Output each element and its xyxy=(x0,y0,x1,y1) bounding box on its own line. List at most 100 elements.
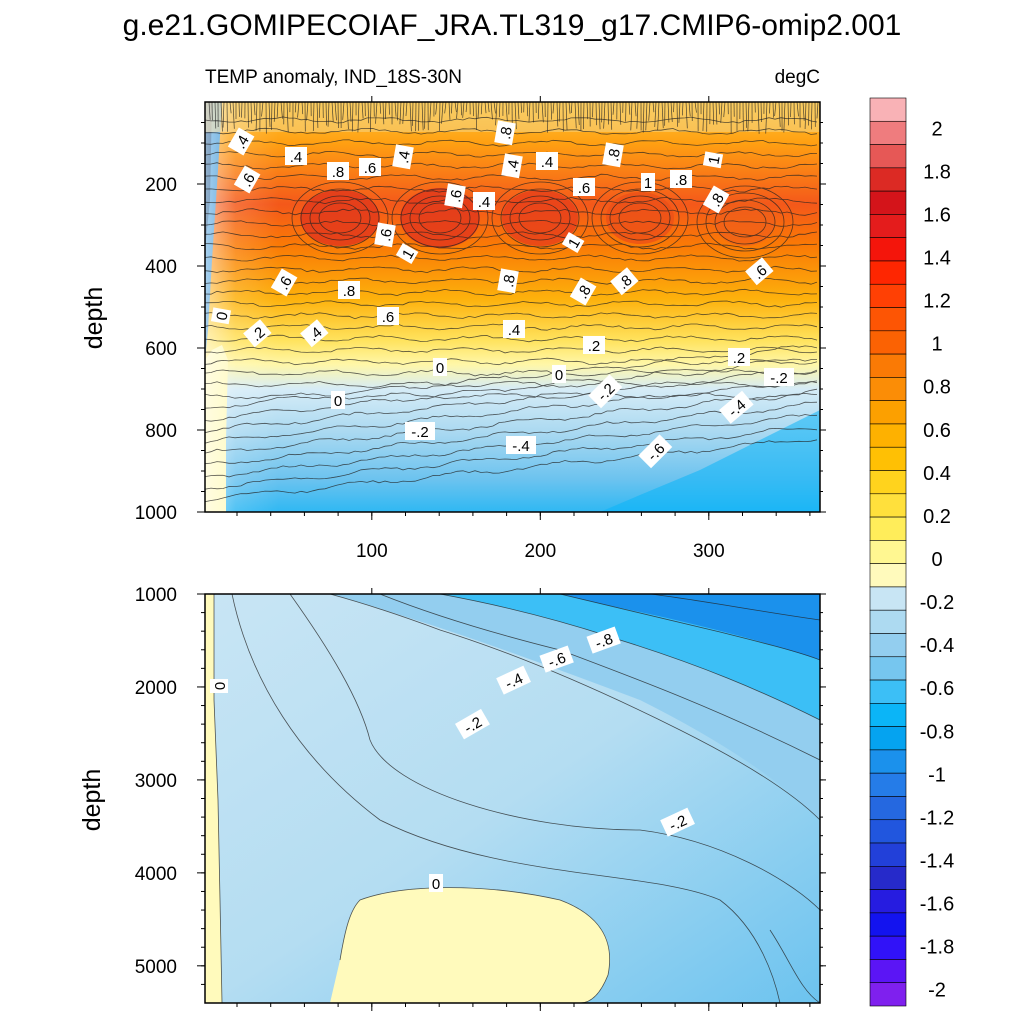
colorbar-boxes xyxy=(869,97,907,1007)
noise-line xyxy=(595,102,597,126)
noise-line xyxy=(334,102,337,121)
colorbar-labels: 2 1.8 1.6 1.4 1.2 1 0.8 0.6 0.4 0.2 0 -0.2 -0.4 -0.6 -… xyxy=(920,118,954,1001)
noise-line xyxy=(565,102,568,131)
contour-label: -.4 xyxy=(496,665,531,695)
noise-line xyxy=(253,102,256,116)
contour-label-text: .4 xyxy=(290,149,303,166)
contour-label: .4 xyxy=(501,153,523,179)
colorbar-box xyxy=(869,260,907,285)
contour-label-text: .6 xyxy=(364,160,377,177)
contour-label: .6 xyxy=(359,158,381,177)
contour-label: -.6 xyxy=(539,645,574,673)
contour-label: .8 xyxy=(327,162,349,181)
noise-line xyxy=(688,102,691,117)
colorbar-label: 1.4 xyxy=(923,247,951,269)
noise-line xyxy=(577,102,580,126)
core-isoline xyxy=(509,195,571,241)
noise-line xyxy=(270,102,273,130)
contour-label-text: .8 xyxy=(497,125,516,140)
contour-label: -.8 xyxy=(586,626,621,654)
noise-line xyxy=(628,102,631,115)
noise-line xyxy=(723,102,726,118)
y-tick-label: 5000 xyxy=(135,957,177,978)
colorbar-box xyxy=(869,470,907,495)
noise-line xyxy=(816,102,819,119)
noise-line xyxy=(652,102,655,113)
isoline xyxy=(205,392,818,400)
noise-line xyxy=(517,102,520,120)
contour-label: .8 xyxy=(702,185,730,214)
colorbar-label: -1.6 xyxy=(920,894,954,916)
colorbar-label: -1.4 xyxy=(920,851,954,873)
colorbar-box xyxy=(869,353,907,378)
noise-line xyxy=(550,102,552,120)
colorbar-box xyxy=(869,726,907,751)
contour-label: -.4 xyxy=(506,436,536,455)
core-isoline xyxy=(291,181,389,255)
core-isoline xyxy=(409,195,471,241)
colorbar-label: 1 xyxy=(931,334,942,356)
isoline xyxy=(205,254,818,262)
contour-label-text: .2 xyxy=(588,338,601,355)
contour-label-text: .8 xyxy=(675,172,688,189)
noise-line xyxy=(388,102,390,115)
noise-line xyxy=(634,102,637,117)
noise-line xyxy=(514,102,517,130)
contour-label-text: -.4 xyxy=(512,438,530,455)
contour-label-text: -.2 xyxy=(667,812,690,835)
isoline xyxy=(205,242,818,251)
surface-noise-lines xyxy=(208,102,819,134)
noise-line xyxy=(528,102,531,123)
isoline xyxy=(205,380,818,388)
noise-line xyxy=(745,102,748,128)
noise-line xyxy=(765,102,768,134)
isoline xyxy=(205,288,818,297)
contour-label: .4 xyxy=(392,144,414,170)
isoline xyxy=(649,594,820,621)
contour-label: .8 xyxy=(569,277,597,306)
contour-label-text: .6 xyxy=(382,309,395,326)
colorbar-box xyxy=(869,586,907,611)
lower-left-zero-band xyxy=(205,594,222,1003)
colorbar-label: -0.4 xyxy=(920,635,954,657)
contour-label: .4 xyxy=(473,192,495,211)
contour-label: 1 xyxy=(561,231,585,254)
contour-label: .2 xyxy=(583,336,605,355)
colorbar-box xyxy=(869,493,907,518)
noise-line xyxy=(222,102,225,128)
contour-label-text: 0 xyxy=(334,393,342,410)
colorbar-box xyxy=(869,540,907,564)
noise-line xyxy=(220,102,223,132)
noise-line xyxy=(630,102,633,131)
noise-line xyxy=(747,102,750,132)
noise-line xyxy=(316,102,319,128)
isoline xyxy=(213,594,223,1003)
noise-line xyxy=(586,102,589,120)
units-label: degC xyxy=(775,67,820,88)
colorbar-label: 0 xyxy=(931,549,942,571)
isoline xyxy=(205,358,818,422)
contour-label-text: -.6 xyxy=(546,649,568,671)
noise-line xyxy=(451,102,453,114)
isoline xyxy=(205,357,818,366)
noise-line xyxy=(498,102,501,118)
noise-line xyxy=(603,102,606,129)
lower-bottom-warm-blob xyxy=(330,887,610,1003)
noise-line xyxy=(558,102,561,122)
colorbar-box xyxy=(869,190,907,215)
contour-label-text: 0 xyxy=(436,360,444,377)
noise-line xyxy=(619,102,622,125)
colorbar-box xyxy=(869,214,907,238)
noise-line xyxy=(598,102,601,130)
contour-label-text: 0 xyxy=(213,311,231,322)
contour-label: .8 xyxy=(610,267,639,296)
noise-line xyxy=(778,102,781,127)
isoline xyxy=(205,345,818,409)
noise-line xyxy=(526,102,529,117)
lower-top-coldest-region xyxy=(560,594,820,660)
noise-line xyxy=(783,102,786,133)
contour-label-text: .8 xyxy=(343,283,356,300)
noise-line xyxy=(712,102,715,125)
noise-line xyxy=(232,102,235,129)
